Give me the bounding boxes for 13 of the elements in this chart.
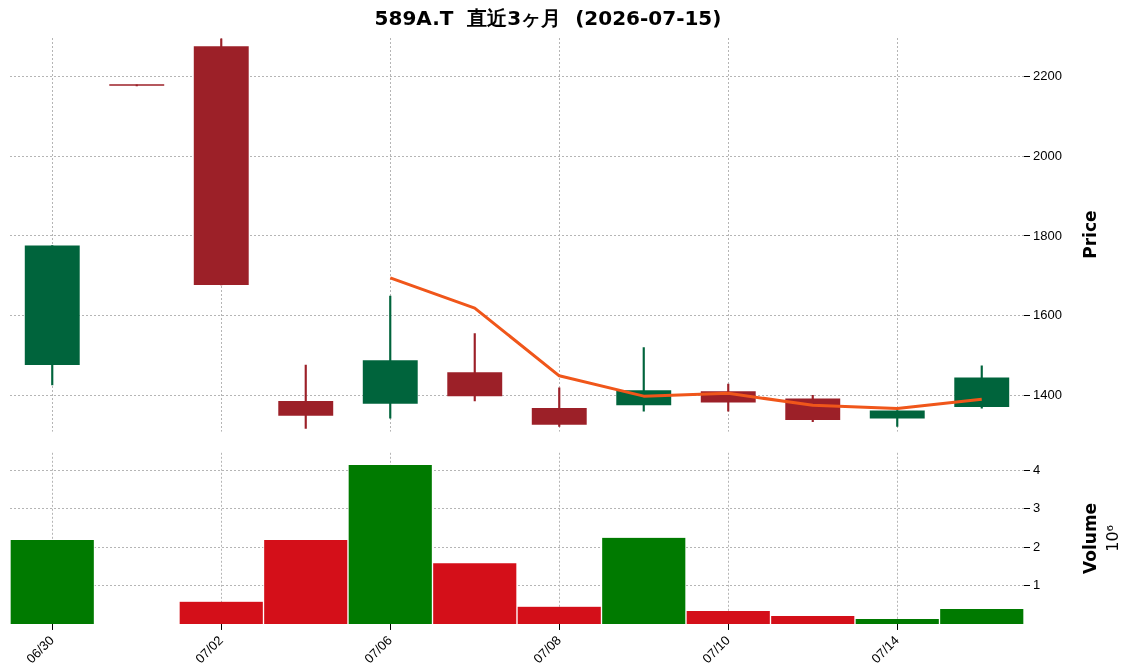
y-tick-label: 2000: [1033, 147, 1062, 163]
chart-title: 589A.T 直近3ヶ月 (2026-07-15): [374, 6, 722, 31]
y-tick-label: 2200: [1033, 68, 1062, 84]
y-axis-title: Volume: [1080, 502, 1101, 574]
y-tick-label: 1800: [1033, 227, 1062, 243]
y-tick-label: 2: [1033, 538, 1041, 554]
y-tick-label: 1600: [1033, 307, 1062, 323]
y-tick-label: 1400: [1033, 386, 1062, 402]
text: 10⁶: [1103, 524, 1123, 552]
y-axis-title: Price: [1080, 210, 1101, 259]
y-tick-label: 3: [1033, 500, 1041, 516]
y-tick-label: 4: [1033, 461, 1041, 477]
y-tick-label: 1: [1033, 577, 1041, 593]
